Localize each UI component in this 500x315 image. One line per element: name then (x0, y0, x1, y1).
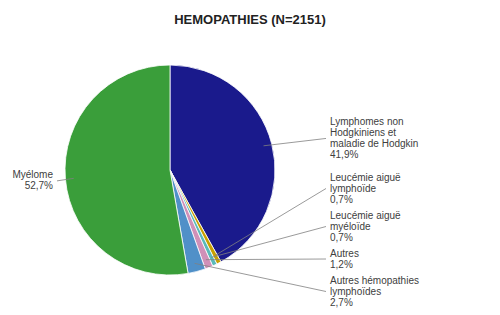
title: HEMOPATHIES (N=2151) (174, 12, 326, 27)
chart: HEMOPATHIES (N=2151) Lymphomes nonHodgkin… (0, 0, 500, 315)
leader-line (195, 263, 326, 291)
leader-line (215, 189, 326, 256)
leader-line (57, 178, 74, 181)
slice-label: Myélome52,7% (12, 169, 53, 191)
slice-label: Leucémie aiguëlymphoïde0,7% (330, 172, 401, 205)
slice-label: Leucémie aiguëmyéloïde0,7% (330, 210, 401, 243)
slice-labels: Lymphomes nonHodgkiniens etmaladie de Ho… (12, 116, 419, 308)
slice-label: Autres1,2% (330, 248, 359, 270)
leader-line (206, 259, 326, 261)
chart-container: HEMOPATHIES (N=2151) Lymphomes nonHodgkin… (0, 0, 500, 315)
pie-slice (65, 65, 188, 275)
leader-line (211, 227, 326, 258)
slice-label: Autres hémopathieslymphoïdes2,7% (330, 275, 419, 308)
slices (65, 65, 275, 275)
slice-label: Lymphomes nonHodgkiniens etmaladie de Ho… (330, 116, 418, 160)
leader-lines (57, 138, 326, 291)
leader-line (264, 138, 326, 145)
